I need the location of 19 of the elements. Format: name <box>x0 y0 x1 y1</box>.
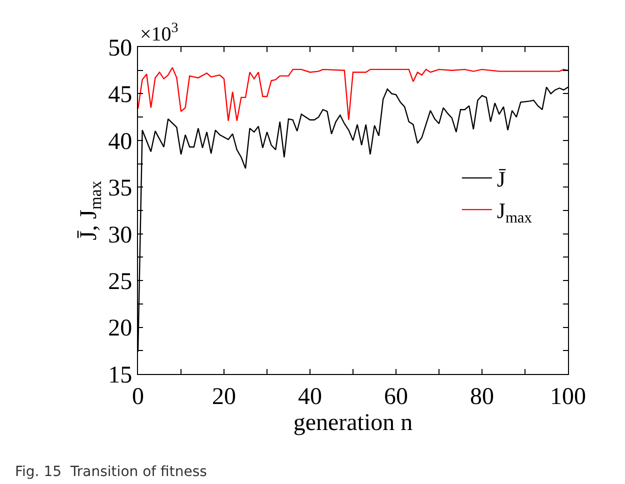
y-tick-label: 50 <box>108 35 132 62</box>
legend-label: J$_{max}$ <box>496 198 532 227</box>
y-tick-label: 25 <box>108 268 132 295</box>
y-tick-label: 35 <box>108 176 132 202</box>
legend-label: J̄ <box>496 166 506 192</box>
x-tick-label: 80 <box>470 384 494 410</box>
x-axis-title: generation n <box>293 410 413 436</box>
y-tick-label: 15 <box>108 362 132 388</box>
x-tick-label: 100 <box>550 384 586 410</box>
x-tick-label: 40 <box>298 384 322 410</box>
y-tick-label: 30 <box>108 222 132 248</box>
caption: Fig. 15 Transition of fitness <box>15 464 207 480</box>
x-tick-label: 0 <box>132 384 144 410</box>
y-tick-label: 45 <box>108 82 132 108</box>
x-tick-label: 60 <box>384 384 408 410</box>
text: ×10$^{3}$ <box>140 21 178 46</box>
y-tick-label: 20 <box>108 316 132 342</box>
y-tick-label: 40 <box>108 128 132 155</box>
x-tick-label: 20 <box>212 384 236 410</box>
